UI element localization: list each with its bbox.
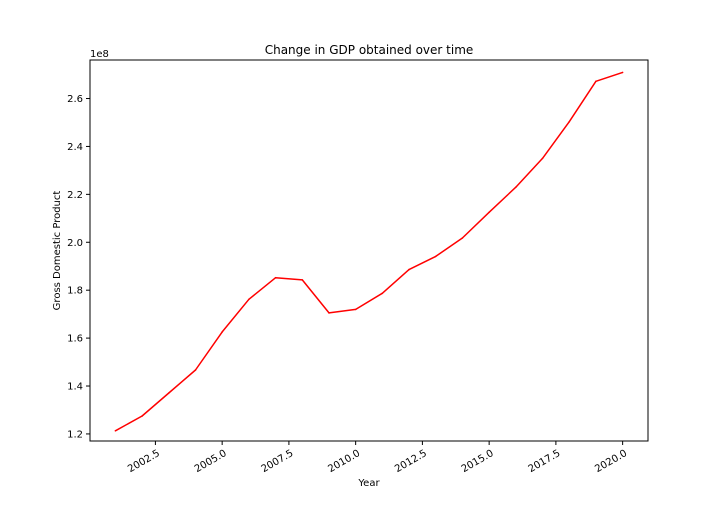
gdp-data-point: [461, 237, 464, 239]
gdp-data-point: [168, 392, 170, 394]
gdp-data-point: [141, 415, 143, 417]
chart-title: Change in GDP obtained over time: [265, 43, 474, 57]
y-tick-label: 2.4: [67, 142, 83, 153]
x-tick-label: 2002.5: [126, 448, 162, 475]
y-tick-label: 1.8: [67, 286, 83, 297]
gdp-data-point: [301, 279, 304, 281]
plot-frame: [89, 59, 649, 442]
gdp-data-point: [381, 292, 384, 295]
gdp-data-point: [114, 430, 117, 432]
x-tick-label: 2012.5: [393, 448, 429, 475]
y-tick-label: 2.0: [67, 238, 83, 249]
gdp-series-line: [115, 71, 623, 432]
plot-content: [114, 71, 624, 432]
gdp-data-point: [515, 186, 517, 188]
gdp-data-point: [194, 369, 197, 371]
gdp-data-point: [248, 298, 250, 301]
gdp-data-point: [568, 121, 570, 123]
gdp-data-point: [408, 268, 410, 271]
gdp-data-point: [621, 71, 624, 74]
gdp-data-point: [595, 80, 597, 83]
y-tick-label: 1.6: [67, 334, 83, 345]
x-tick-label: 2020.0: [593, 448, 629, 475]
y-tick-label: 1.4: [67, 382, 83, 393]
gdp-data-point: [488, 211, 490, 214]
x-axis-label: Year: [357, 478, 380, 489]
gdp-data-point: [434, 255, 437, 258]
y-tick-label: 2.6: [67, 94, 83, 105]
gdp-data-point: [354, 308, 357, 311]
x-tick-label: 2017.5: [527, 448, 563, 475]
x-tick-label: 2005.0: [193, 448, 229, 475]
x-tick-label: 2010.0: [326, 448, 362, 475]
y-offset-label: 1e8: [90, 49, 109, 60]
x-tick-label: 2007.5: [260, 448, 296, 475]
y-tick-label: 2.2: [67, 190, 83, 201]
y-axis-label: Gross Domestic Product: [52, 191, 63, 311]
y-tick-label: 1.2: [67, 429, 83, 440]
gdp-data-point: [221, 331, 223, 333]
gdp-data-point: [274, 276, 277, 279]
x-axis: 2002.5 2005.0 2007.5 2010.0 2012.5 2015.0 2017…: [126, 441, 629, 475]
y-axis: 1.2 1.4 1.6 1.8 2.0 2.2 2.4 2.6: [67, 94, 90, 440]
x-tick-label: 2015.0: [460, 448, 496, 475]
gdp-data-point: [541, 157, 544, 160]
gdp-data-point: [328, 312, 330, 314]
